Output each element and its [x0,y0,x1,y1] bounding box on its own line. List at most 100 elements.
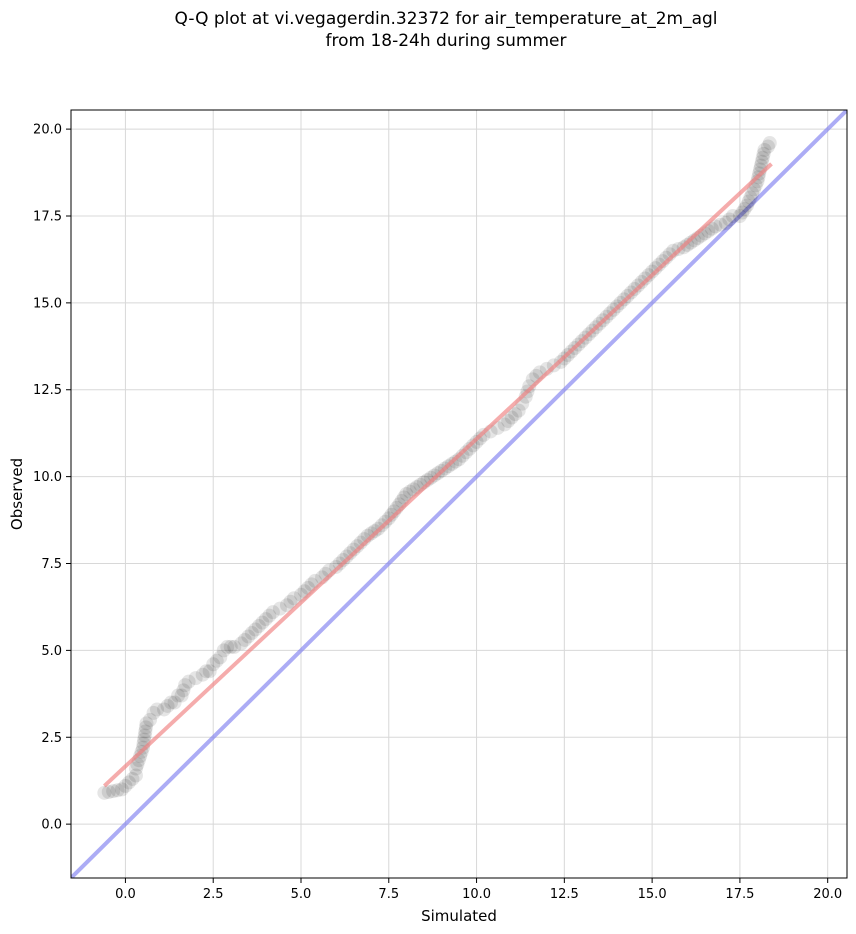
x-tick-label: 0.0 [115,887,136,902]
grid-lines [71,110,847,878]
data-point [459,445,474,460]
data-point [713,217,728,232]
data-point [223,639,238,654]
y-tick-label: 2.5 [41,731,62,746]
y-tick-label: 20.0 [33,123,62,138]
data-point [97,785,112,800]
data-point [364,526,379,541]
data-point [258,612,273,627]
data-point [452,452,466,467]
data-point [339,549,354,564]
identity-line [71,110,847,878]
data-point [209,653,224,668]
x-tick-label: 7.5 [378,887,399,902]
y-tick-label: 17.5 [33,209,62,224]
data-point [652,257,667,272]
data-point [178,678,193,693]
data-point [518,389,533,404]
x-axis-label: Simulated [421,907,497,925]
data-point [508,407,523,422]
x-tick-label: 5.0 [291,887,312,902]
y-tick-label: 5.0 [41,644,62,659]
chart-title-line-2: from 18-24h during summer [326,31,567,51]
data-point [251,619,266,634]
x-tick-label: 15.0 [638,887,667,902]
data-point [638,271,653,286]
data-point [125,771,140,786]
data-point [167,695,182,710]
y-tick-label: 10.0 [33,470,62,485]
data-point [106,784,121,799]
data-point [754,154,769,169]
data-point [128,768,143,783]
data-point [176,683,191,698]
data-point [648,261,663,276]
x-tick-label: 10.0 [462,887,491,902]
data-point [188,671,203,686]
data-point [741,194,756,209]
y-tick-label: 12.5 [33,383,62,398]
data-point [137,728,152,743]
data-point [174,688,189,703]
data-point [234,636,249,651]
data-point [164,695,179,710]
plot-area [71,110,847,878]
y-tick-label: 7.5 [41,557,62,572]
data-point [466,438,481,453]
data-point [737,202,752,217]
data-point [195,667,210,682]
data-point [708,219,723,234]
x-tick-label: 20.0 [813,887,842,902]
data-point [114,782,129,797]
data-point [332,556,347,571]
axes: 0.0 2.5 5.0 7.5 10.0 12.5 15.0 17.5 20.0 0.0 2.5 5.… [33,123,842,902]
data-point [227,639,242,654]
data-point [501,414,516,429]
data-point [139,716,154,731]
x-tick-label: 12.5 [550,887,579,902]
data-point [181,674,196,689]
data-point [739,198,754,213]
data-point [157,702,172,717]
data-point [265,605,280,620]
data-point [121,775,136,790]
data-points [97,136,777,800]
data-point [118,778,133,793]
y-tick-label: 0.0 [41,818,62,833]
data-point [171,688,186,703]
plot-frame [70,109,848,879]
data-point [399,487,414,501]
data-point [755,150,770,165]
data-point [641,268,656,283]
data-point [511,403,526,418]
data-point [745,186,760,201]
data-point [645,264,660,279]
data-point [262,608,277,623]
y-tick-label: 15.0 [33,296,62,311]
data-point [237,632,252,647]
chart-title-line-1: Q-Q plot at vi.vegagerdin.32372 for air_… [174,9,717,29]
data-point [448,454,463,469]
data-point [504,410,519,425]
data-point [283,594,298,609]
data-point [244,626,259,641]
data-point [146,705,161,720]
chart-title: Q-Q plot at vi.vegagerdin.32372 for air_… [174,9,717,51]
data-point [718,215,733,230]
data-point [469,434,484,449]
data-point [128,761,143,776]
data-point [343,546,358,561]
x-tick-label: 2.5 [203,887,224,902]
data-point [133,749,148,764]
data-point [279,598,294,613]
data-point [206,657,221,672]
data-point [101,784,116,799]
data-point [286,591,301,606]
data-point [160,698,175,713]
x-tick-label: 17.5 [725,887,754,902]
data-point [743,190,758,205]
data-point [346,542,361,557]
data-point [248,622,263,637]
data-point [384,507,399,522]
